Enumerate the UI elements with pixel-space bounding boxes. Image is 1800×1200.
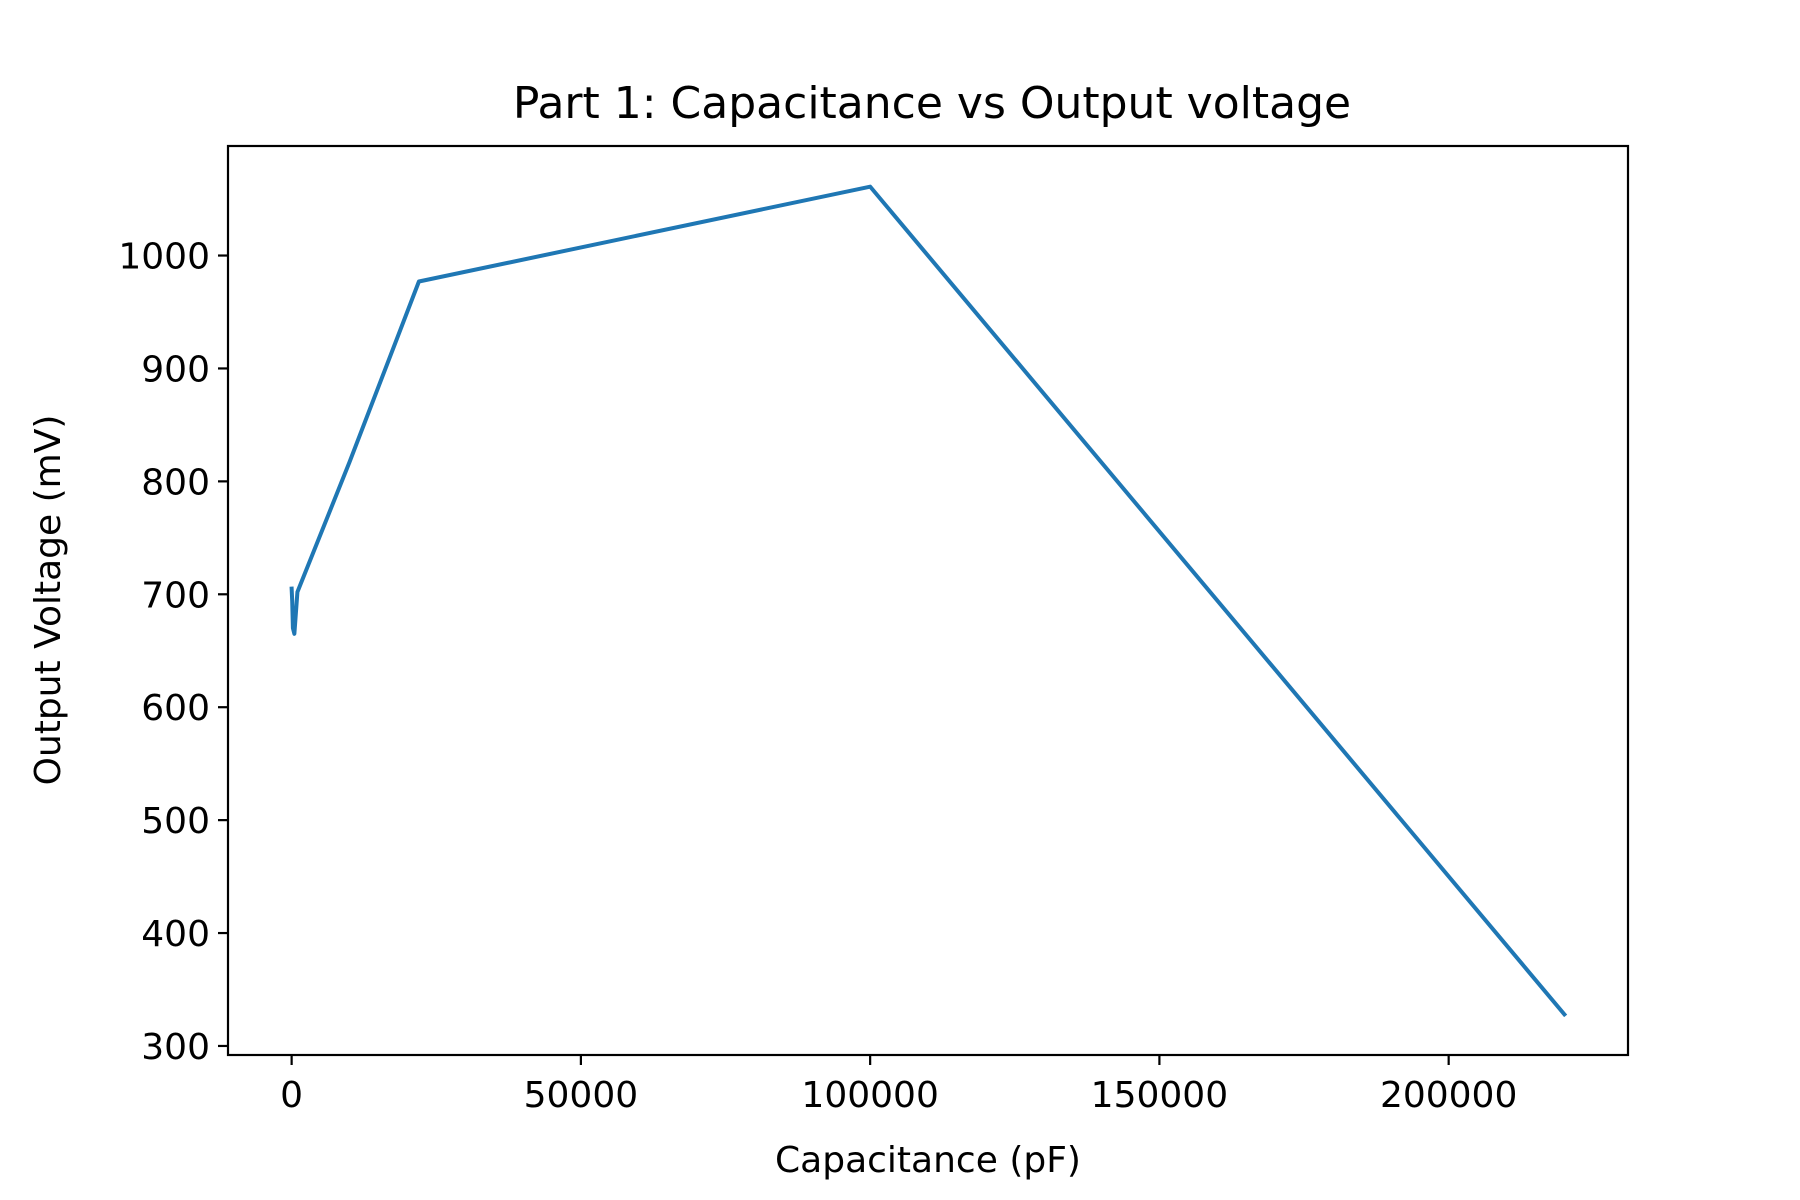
y-tick-label: 500	[141, 801, 210, 842]
series-line-0	[289, 184, 1568, 1018]
x-axis-label: Capacitance (pF)	[775, 1140, 1081, 1181]
y-axis-ticks: 300 400 500 600 700 800 900 1000	[118, 237, 228, 1068]
x-tick-label: 50000	[524, 1075, 639, 1116]
x-tick-label: 200000	[1380, 1075, 1517, 1116]
y-tick-label: 600	[141, 688, 210, 729]
y-tick-label: 300	[141, 1027, 210, 1068]
chart-title: Part 1: Capacitance vs Output voltage	[513, 78, 1351, 129]
x-tick-label: 100000	[801, 1075, 938, 1116]
y-tick-label: 700	[141, 575, 210, 616]
x-axis-ticks: 0 50000 100000 150000 200000	[280, 1055, 1517, 1116]
y-tick-label: 400	[141, 914, 210, 955]
x-tick-label: 0	[280, 1075, 303, 1116]
axes-frame	[226, 144, 1630, 1057]
y-tick-label: 800	[141, 462, 210, 503]
y-tick-label: 1000	[118, 237, 210, 278]
x-tick-label: 150000	[1091, 1075, 1228, 1116]
y-tick-label: 900	[141, 349, 210, 390]
series-layer	[289, 184, 1568, 1018]
y-axis-label: Output Voltage (mV)	[28, 415, 69, 786]
plot-area	[226, 144, 1630, 1057]
